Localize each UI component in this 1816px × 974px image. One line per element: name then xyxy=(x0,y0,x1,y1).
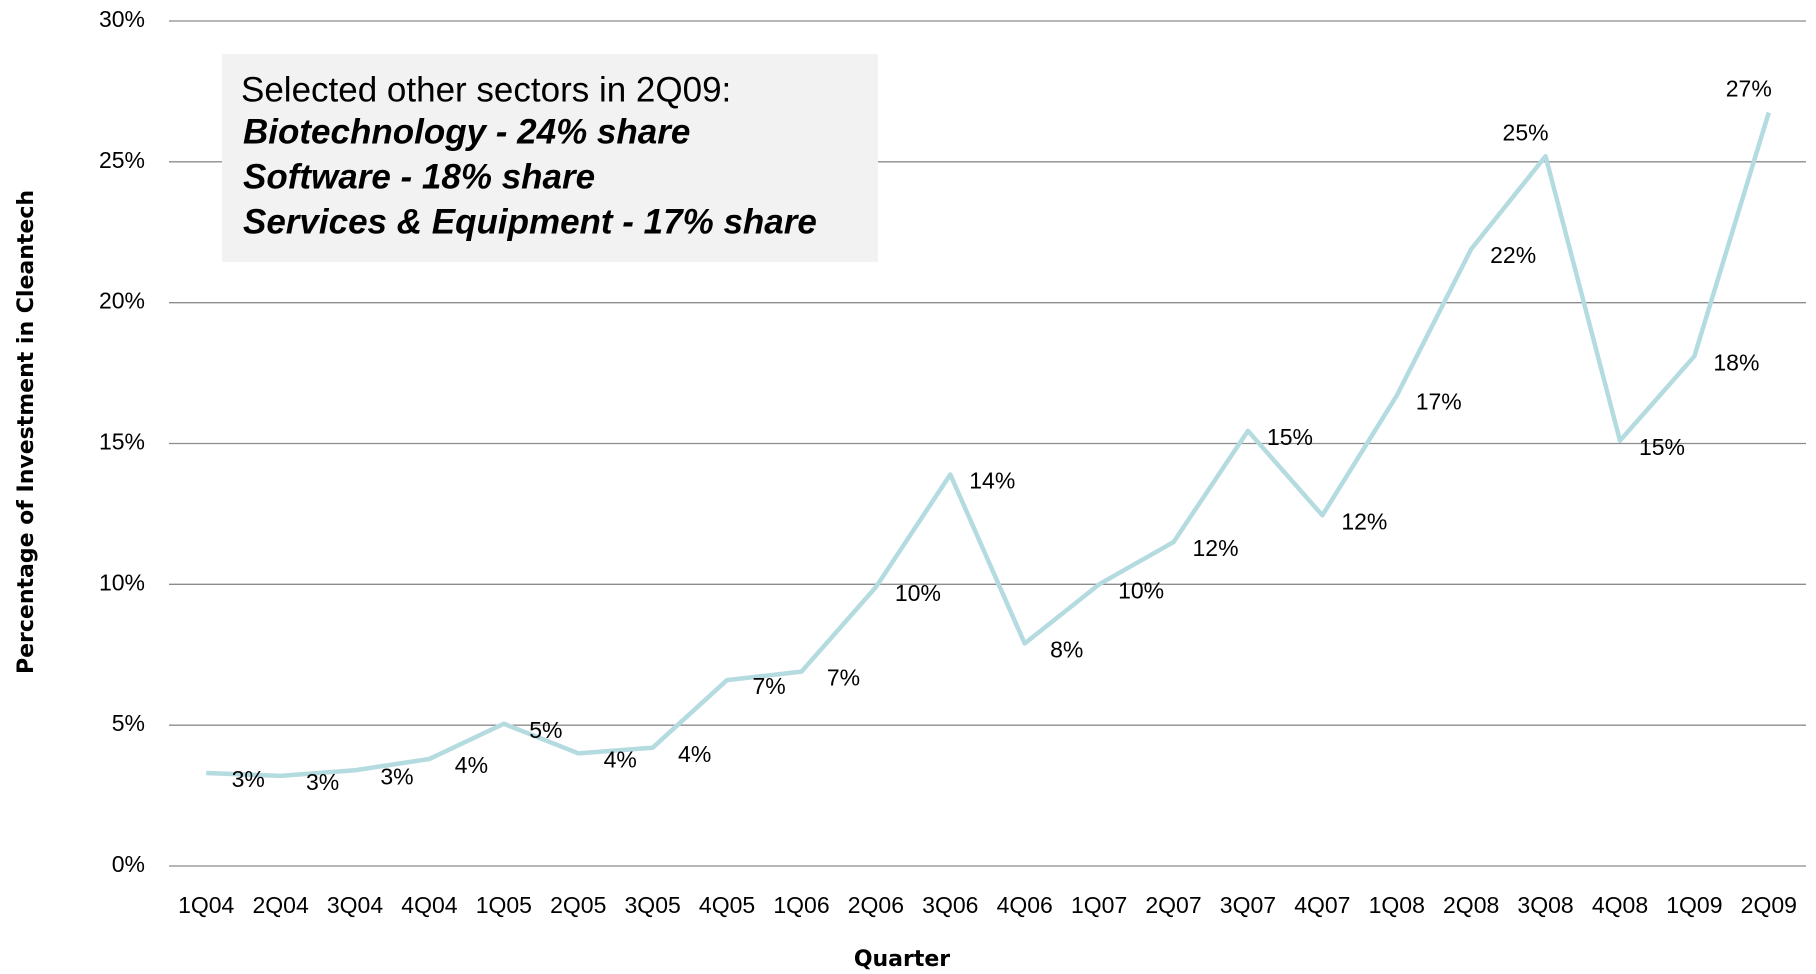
x-tick-label: 3Q08 xyxy=(1517,892,1573,918)
y-tick-label: 25% xyxy=(99,147,145,173)
x-tick-label: 3Q07 xyxy=(1220,892,1276,918)
y-axis-title: Percentage of Investment in Cleantech xyxy=(14,190,39,674)
x-tick-label: 4Q05 xyxy=(699,892,755,918)
data-label: 17% xyxy=(1416,389,1462,415)
data-label: 3% xyxy=(306,769,339,795)
x-tick-label: 1Q09 xyxy=(1666,892,1722,918)
data-label: 5% xyxy=(529,717,562,743)
y-tick-label: 5% xyxy=(112,710,145,736)
x-tick-label: 2Q06 xyxy=(848,892,904,918)
y-tick-label: 20% xyxy=(99,288,145,314)
x-tick-label: 2Q09 xyxy=(1741,892,1797,918)
x-tick-label: 3Q04 xyxy=(327,892,383,918)
data-label: 4% xyxy=(604,746,637,772)
annotation-line: Services & Equipment - 17% share xyxy=(243,202,817,241)
x-tick-label: 2Q05 xyxy=(550,892,606,918)
x-tick-label: 1Q06 xyxy=(773,892,829,918)
x-tick-label: 4Q08 xyxy=(1592,892,1648,918)
annotation-title: Selected other sectors in 2Q09: xyxy=(241,70,731,109)
x-tick-label: 3Q05 xyxy=(625,892,681,918)
line xyxy=(206,111,1771,779)
data-label: 27% xyxy=(1726,76,1772,102)
y-tick-label: 10% xyxy=(99,569,145,595)
annotation-line: Biotechnology - 24% share xyxy=(243,112,690,151)
data-label: 3% xyxy=(380,763,413,789)
x-tick-label: 4Q06 xyxy=(997,892,1053,918)
x-tick-label: 1Q04 xyxy=(178,892,234,918)
data-label: 12% xyxy=(1341,508,1387,534)
data-label: 7% xyxy=(827,665,860,691)
data-label: 22% xyxy=(1490,242,1536,268)
x-tick-label: 1Q05 xyxy=(476,892,532,918)
x-tick-label: 2Q07 xyxy=(1145,892,1201,918)
data-label: 4% xyxy=(455,752,488,778)
x-tick-label: 2Q08 xyxy=(1443,892,1499,918)
y-tick-label: 30% xyxy=(99,6,145,32)
data-label: 18% xyxy=(1713,349,1759,375)
x-tick-label: 3Q06 xyxy=(922,892,978,918)
y-tick-label: 15% xyxy=(99,429,145,455)
data-label: 10% xyxy=(895,580,941,606)
x-axis-title: Quarter xyxy=(854,947,950,972)
data-label: 7% xyxy=(752,673,785,699)
data-label: 15% xyxy=(1639,434,1685,460)
y-tick-label: 0% xyxy=(112,851,145,877)
data-label: 4% xyxy=(678,741,711,767)
data-label: 3% xyxy=(232,766,265,792)
data-label: 25% xyxy=(1503,119,1549,145)
data-label: 8% xyxy=(1050,637,1083,663)
data-label: 12% xyxy=(1192,535,1238,561)
x-tick-label: 4Q07 xyxy=(1294,892,1350,918)
annotation-line: Software - 18% share xyxy=(243,157,595,196)
annotation-box xyxy=(222,54,878,262)
x-tick-label: 2Q04 xyxy=(252,892,308,918)
x-tick-label: 4Q04 xyxy=(401,892,457,918)
data-label: 10% xyxy=(1118,577,1164,603)
x-tick-label: 1Q07 xyxy=(1071,892,1127,918)
data-label: 15% xyxy=(1267,424,1313,450)
data-label: 14% xyxy=(969,468,1015,494)
x-tick-label: 1Q08 xyxy=(1369,892,1425,918)
